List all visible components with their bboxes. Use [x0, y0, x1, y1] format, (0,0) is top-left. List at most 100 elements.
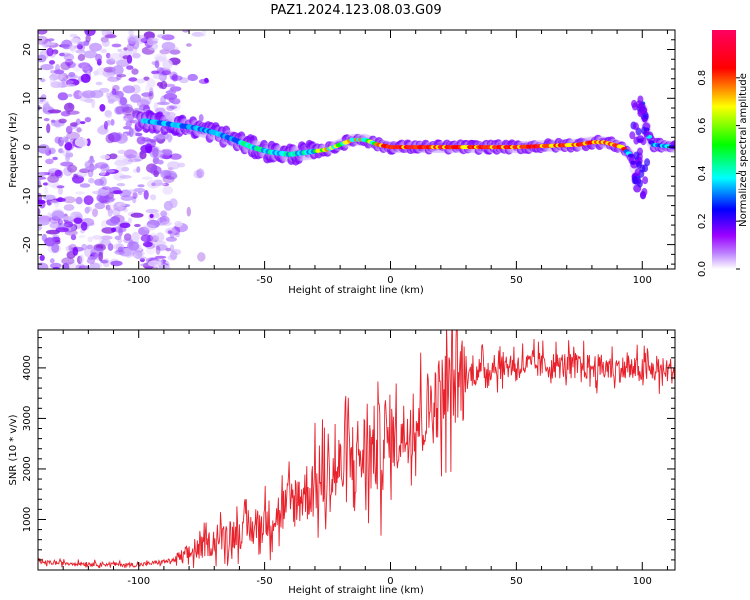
noise-blob	[89, 90, 104, 99]
noise-blob	[148, 90, 154, 100]
noise-blob	[38, 54, 47, 63]
noise-blob	[174, 47, 179, 52]
noise-blob	[116, 183, 126, 187]
noise-blob	[153, 179, 163, 186]
noise-blob	[66, 131, 80, 140]
noise-blob	[171, 73, 178, 82]
noise-blob	[133, 34, 147, 44]
noise-blob	[169, 250, 178, 260]
noise-blob	[51, 243, 60, 253]
noise-blob	[111, 227, 117, 233]
noise-blob	[62, 263, 70, 269]
noise-blob	[117, 48, 123, 53]
noise-blob	[113, 172, 126, 181]
noise-blob	[108, 153, 118, 160]
x-tick-label: -50	[256, 275, 272, 286]
spike-blob	[629, 131, 636, 140]
noise-blob	[146, 219, 160, 229]
noise-blob	[161, 41, 176, 51]
noise-blob	[130, 212, 144, 218]
noise-blob	[167, 161, 180, 170]
noise-blob	[67, 93, 73, 97]
noise-blob	[88, 177, 95, 184]
noise-blob	[39, 254, 45, 261]
noise-blob	[40, 78, 46, 83]
noise-blob	[146, 247, 156, 255]
noise-blob	[152, 147, 159, 158]
noise-blob	[201, 30, 207, 37]
noise-blob	[78, 234, 86, 239]
noise-blob	[56, 185, 65, 189]
noise-blob	[57, 218, 63, 226]
noise-blob	[123, 237, 134, 244]
noise-blob	[161, 70, 171, 76]
noise-blob	[123, 233, 132, 241]
noise-blob	[153, 212, 160, 219]
noise-blob	[85, 165, 97, 171]
noise-blob	[64, 141, 73, 151]
noise-blob	[50, 69, 56, 74]
noise-blob	[134, 132, 143, 137]
noise-blob	[186, 206, 191, 217]
noise-blob	[157, 34, 168, 39]
noise-blob	[95, 53, 103, 62]
noise-blob	[53, 69, 65, 75]
noise-blob	[38, 35, 49, 45]
noise-blob	[72, 175, 84, 184]
noise-blob	[120, 195, 134, 201]
noise-blob	[75, 118, 81, 125]
noise-blob	[171, 98, 181, 105]
y-tick-label: -10	[22, 188, 33, 204]
noise-blob	[171, 102, 181, 111]
colorbar-tick-label: 0.2	[697, 213, 708, 229]
noise-blob	[79, 121, 86, 125]
noise-blob	[43, 194, 56, 200]
noise-blob	[62, 80, 74, 85]
colorbar-axes: 0.0 0.2 0.4 0.6 0.8	[697, 70, 740, 277]
noise-blob	[141, 92, 153, 97]
noise-blob	[38, 30, 48, 35]
chart-title: PAZ1.2024.123.08.03.G09	[270, 3, 441, 18]
noise-blob	[38, 144, 50, 154]
noise-blob	[75, 191, 85, 195]
noise-blob	[52, 266, 60, 269]
y-tick-label: 10	[22, 92, 33, 105]
noise-blob	[162, 59, 173, 69]
noise-blob	[137, 191, 143, 195]
noise-blob	[153, 170, 159, 178]
noise-blob	[141, 137, 151, 142]
noise-blob	[104, 110, 112, 118]
noise-blob	[100, 36, 109, 43]
x-tick-label: 50	[510, 275, 523, 286]
noise-blob	[47, 109, 62, 114]
noise-blob	[99, 170, 106, 176]
noise-blob	[57, 92, 69, 101]
noise-blob	[46, 47, 54, 57]
ridge-core	[627, 153, 634, 158]
noise-blob	[112, 190, 123, 195]
noise-blob	[60, 61, 71, 71]
noise-blob	[169, 71, 178, 80]
noise-blob	[139, 151, 147, 160]
noise-blob	[160, 169, 172, 179]
noise-blob	[111, 88, 117, 96]
noise-blob	[122, 207, 128, 213]
noise-blob	[169, 86, 182, 92]
noise-blob	[161, 148, 173, 156]
noise-blob	[112, 207, 121, 217]
noise-blob	[107, 208, 113, 217]
noise-blob	[147, 37, 157, 46]
noise-blob	[156, 82, 163, 87]
spike-blob	[640, 191, 647, 200]
noise-blob	[106, 58, 116, 65]
noise-blob	[127, 217, 133, 224]
noise-blob	[85, 98, 92, 103]
noise-blob	[145, 208, 159, 214]
noise-blob	[94, 178, 104, 186]
snr-plot-area	[38, 330, 675, 569]
ridge-outer	[237, 131, 246, 142]
noise-blob	[162, 175, 175, 184]
noise-blob	[126, 34, 139, 45]
noise-blob	[127, 241, 140, 251]
